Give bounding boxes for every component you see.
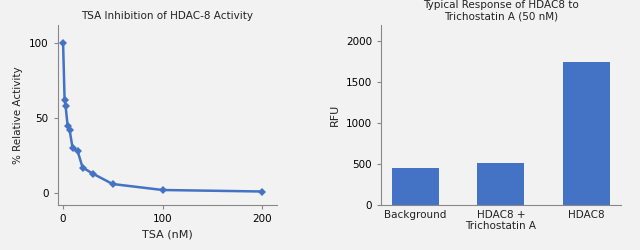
Title: Typical Response of HDAC8 to
Trichostatin A (50 nM): Typical Response of HDAC8 to Trichostati… xyxy=(423,0,579,22)
Title: TSA Inhibition of HDAC-8 Activity: TSA Inhibition of HDAC-8 Activity xyxy=(81,12,253,22)
Bar xyxy=(392,168,439,205)
Bar xyxy=(477,163,524,205)
Y-axis label: RFU: RFU xyxy=(330,104,340,126)
Bar xyxy=(563,62,610,205)
Y-axis label: % Relative Activity: % Relative Activity xyxy=(13,66,24,164)
X-axis label: TSA (nM): TSA (nM) xyxy=(142,230,193,239)
